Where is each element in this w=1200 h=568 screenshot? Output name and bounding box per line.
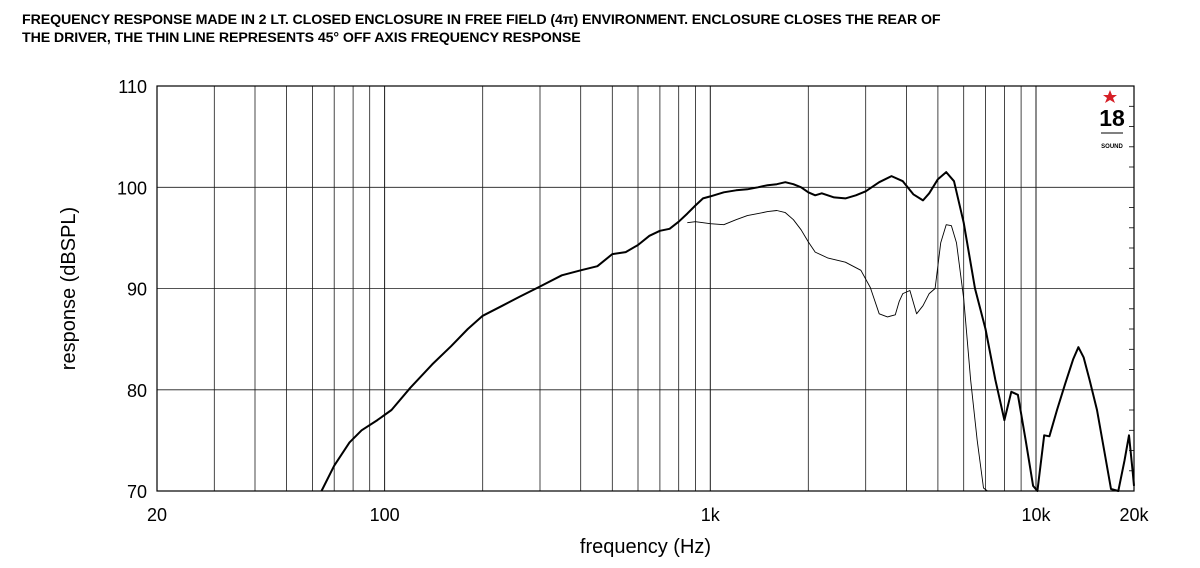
x-tick-label: 100 (370, 505, 400, 525)
x-axis-label: frequency (Hz) (580, 536, 711, 558)
x-tick-label: 1k (701, 505, 721, 525)
y-tick-label: 90 (127, 280, 147, 300)
x-tick-label: 20 (147, 505, 167, 525)
y-tick-label: 100 (117, 178, 147, 198)
plot-frame (156, 85, 1135, 492)
x-tick-label: 10k (1021, 505, 1051, 525)
chart-title: FREQUENCY RESPONSE MADE IN 2 LT. CLOSED … (22, 11, 1182, 47)
y-axis-label: response (dBSPL) (58, 207, 80, 370)
x-tick-label: 20k (1119, 505, 1149, 525)
star-icon (1103, 90, 1117, 103)
logo-number: 18 (1099, 105, 1125, 131)
tick-labels: 20 100 1k 10k 20k 70 80 90 100 110 (117, 77, 1150, 525)
y-tick-label: 70 (127, 482, 147, 502)
series-group (320, 171, 1135, 492)
chart-title-line-2: THE DRIVER, THE THIN LINE REPRESENTS 45°… (22, 30, 581, 46)
chart-grid (157, 86, 1134, 491)
off-axis-45-response-line (687, 210, 988, 492)
on-axis-response-line (320, 171, 1135, 492)
chart-title-line-1: FREQUENCY RESPONSE MADE IN 2 LT. CLOSED … (22, 12, 941, 28)
y-tick-label: 110 (118, 77, 147, 97)
logo-subtext: SOUND (1101, 144, 1123, 150)
brand-logo: 18 SOUND (1099, 90, 1125, 150)
y-tick-label: 80 (127, 381, 147, 401)
